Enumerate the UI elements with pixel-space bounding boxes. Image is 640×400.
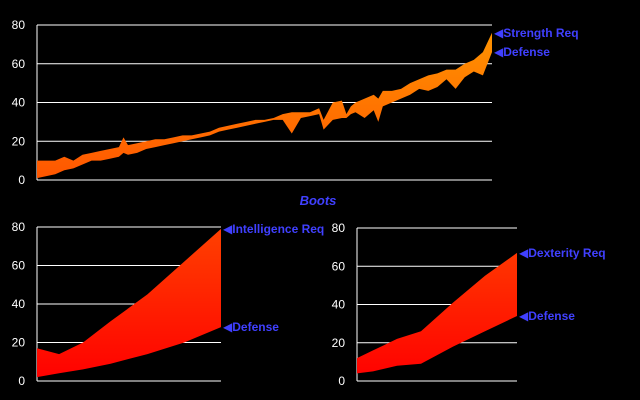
legend-dexterity-req: ◀Dexterity Req bbox=[519, 246, 606, 260]
y-tick-label: 20 bbox=[332, 336, 346, 350]
area-fill bbox=[37, 32, 492, 179]
y-tick-label: 0 bbox=[18, 173, 25, 187]
y-tick-label: 80 bbox=[332, 221, 346, 235]
y-tick-label: 20 bbox=[12, 134, 26, 148]
legend-defense: ◀Defense bbox=[494, 45, 550, 59]
y-tick-label: 40 bbox=[12, 297, 26, 311]
bottom-right-chart: 0 20 40 60 80 ◀Dexterity Req ◀Defense bbox=[332, 221, 606, 388]
y-tick-label: 0 bbox=[338, 374, 345, 388]
bottom-right-chart-y-ticks: 0 20 40 60 80 bbox=[332, 221, 346, 388]
bottom-right-chart-area bbox=[357, 252, 517, 374]
top-chart-legend: ◀Strength Req ◀Defense bbox=[494, 26, 579, 59]
chart-title: Boots bbox=[300, 193, 337, 208]
y-tick-label: 80 bbox=[12, 18, 26, 32]
bottom-right-chart-legend: ◀Dexterity Req ◀Defense bbox=[519, 246, 606, 323]
y-tick-label: 60 bbox=[12, 57, 26, 71]
bottom-left-chart-y-ticks: 0 20 40 60 80 bbox=[12, 220, 26, 388]
bottom-left-chart: 0 20 40 60 80 ◀Intelligence Req ◀Defense bbox=[12, 220, 325, 388]
y-tick-label: 40 bbox=[332, 298, 346, 312]
legend-defense: ◀Defense bbox=[519, 309, 575, 323]
bottom-left-chart-legend: ◀Intelligence Req ◀Defense bbox=[223, 222, 324, 334]
top-chart: 0 20 40 60 80 ◀Strength Req ◀Defense bbox=[12, 18, 579, 187]
y-tick-label: 20 bbox=[12, 336, 26, 350]
top-chart-area bbox=[37, 32, 492, 179]
y-tick-label: 0 bbox=[18, 374, 25, 388]
top-chart-y-ticks: 0 20 40 60 80 bbox=[12, 18, 26, 187]
legend-defense: ◀Defense bbox=[223, 320, 279, 334]
y-tick-label: 80 bbox=[12, 220, 26, 234]
legend-intelligence-req: ◀Intelligence Req bbox=[223, 222, 324, 236]
y-tick-label: 60 bbox=[332, 259, 346, 273]
y-tick-label: 60 bbox=[12, 259, 26, 273]
area-fill bbox=[357, 252, 517, 374]
area-fill bbox=[37, 228, 221, 378]
y-tick-label: 40 bbox=[12, 96, 26, 110]
top-chart-grid bbox=[36, 24, 492, 181]
bottom-left-chart-area bbox=[37, 228, 221, 378]
legend-strength-req: ◀Strength Req bbox=[494, 26, 579, 40]
